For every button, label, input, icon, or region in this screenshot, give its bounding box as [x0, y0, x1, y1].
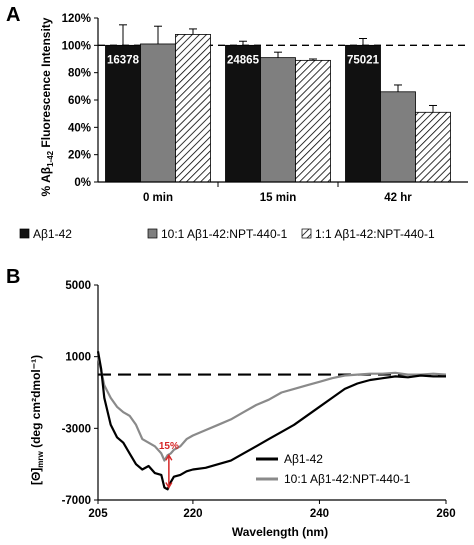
- legend-label: Aβ1-42: [33, 227, 72, 241]
- x-tick-label: 260: [436, 508, 455, 520]
- bar: [295, 59, 331, 183]
- bar-data-label: 75021: [347, 54, 380, 66]
- y-tick-label: 80%: [68, 68, 91, 80]
- legend-label: 1:1 Aβ1-42:NPT-440-1: [315, 227, 435, 241]
- legend-swatch: [147, 228, 158, 239]
- y-tick-label: 60%: [68, 95, 91, 107]
- legend-label: Aβ1-42: [284, 452, 323, 466]
- legend-label: 10:1 Aβ1-42:NPT-440-1: [284, 472, 411, 486]
- annotation-arrowhead-bottom: [165, 482, 173, 489]
- panel-a-letter: A: [6, 4, 20, 26]
- annotation-label: 15%: [159, 441, 179, 452]
- x-category-label: 0 min: [143, 192, 173, 204]
- bar-data-label: 16378: [107, 54, 140, 66]
- bar: [260, 57, 296, 183]
- legend-label: 10:1 Aβ1-42:NPT-440-1: [161, 227, 288, 241]
- y-tick-label: 120%: [62, 13, 91, 25]
- panel-a-y-axis-title: % Aβ1-42 Fluorescence Intensity: [39, 17, 55, 196]
- panel-b-legend: Aβ1-42 10:1 Aβ1-42:NPT-440-1: [256, 452, 411, 486]
- bar: [225, 44, 261, 183]
- bar: [345, 44, 381, 183]
- legend-swatch: [301, 228, 312, 239]
- y-tick-label: -7000: [62, 495, 91, 507]
- x-category-label: 15 min: [260, 192, 296, 204]
- legend-swatch: [19, 228, 30, 239]
- y-tick-label: 5000: [65, 280, 91, 292]
- bar-data-label: 24865: [227, 54, 260, 66]
- bar: [175, 34, 211, 183]
- y-tick-label: 0%: [74, 177, 91, 189]
- series-line: [96, 351, 446, 491]
- x-tick-label: 220: [183, 508, 202, 520]
- y-tick-label: 1000: [65, 352, 91, 364]
- y-tick-label: -3000: [62, 423, 91, 435]
- panel-b-x-axis-title: Wavelength (nm): [232, 525, 328, 539]
- bar: [140, 43, 176, 183]
- y-tick-label: 20%: [68, 150, 91, 162]
- y-tick-label: 100%: [62, 40, 91, 52]
- y-tick-label: 40%: [68, 122, 91, 134]
- panel-a-chart: 16378 24865 75021 0% 20% 40% 60% 80% 100% 120% 0…: [62, 13, 468, 204]
- panel-b-y-axis-title: [Θ]mrw (deg cm²dmol⁻¹): [29, 355, 45, 485]
- annotation-arrowhead-top: [165, 453, 173, 461]
- panel-b-letter: B: [6, 266, 20, 288]
- bar: [380, 91, 416, 183]
- panel-a-legend: Aβ1-42 10:1 Aβ1-42:NPT-440-1 1:1 Aβ1-42:NP…: [19, 227, 435, 241]
- x-tick-label: 205: [88, 508, 108, 520]
- x-tick-label: 240: [310, 508, 329, 520]
- bar: [415, 111, 451, 183]
- panel-b-chart: -7000 -3000 1000 5000 205 220 240 260 15%: [62, 280, 456, 520]
- x-category-label: 42 hr: [384, 192, 412, 204]
- series-line: [96, 356, 447, 462]
